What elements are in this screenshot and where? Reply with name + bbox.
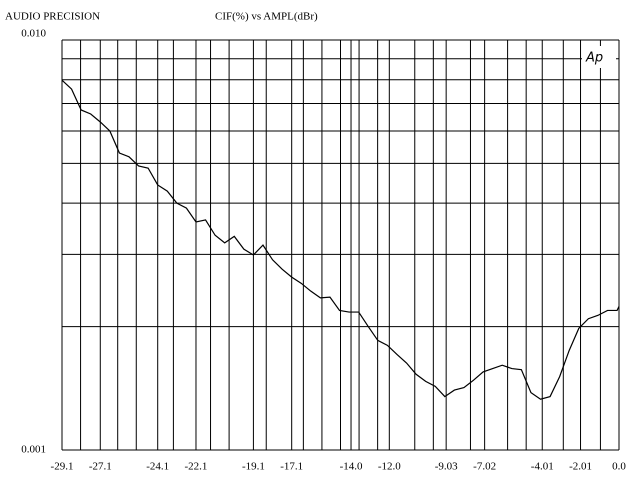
x-tick-label: -14.0 <box>340 461 363 473</box>
y-tick-label: 0.010 <box>21 28 46 40</box>
y-tick-label: 0.001 <box>21 444 46 456</box>
chart-subtitle: CIF(%) vs AMPL(dBr) <box>215 11 318 23</box>
x-tick-label: -4.01 <box>531 461 554 473</box>
x-tick-label: -19.1 <box>242 461 265 473</box>
x-tick-label: -12.0 <box>378 461 401 473</box>
x-tick-label: -29.1 <box>51 461 74 473</box>
data-line <box>61 79 620 400</box>
chart-title: AUDIO PRECISION <box>5 11 100 23</box>
logo-box <box>582 46 616 68</box>
x-tick-label: -22.1 <box>185 461 208 473</box>
x-tick-label: 0.0 <box>612 461 626 473</box>
x-tick-label: -2.01 <box>569 461 592 473</box>
x-tick-label: -17.1 <box>280 461 303 473</box>
x-tick-label: -7.02 <box>473 461 496 473</box>
x-tick-label: -9.03 <box>435 461 458 473</box>
x-tick-label: -27.1 <box>89 461 112 473</box>
x-tick-label: -24.1 <box>146 461 169 473</box>
logo: Ap <box>585 51 603 66</box>
